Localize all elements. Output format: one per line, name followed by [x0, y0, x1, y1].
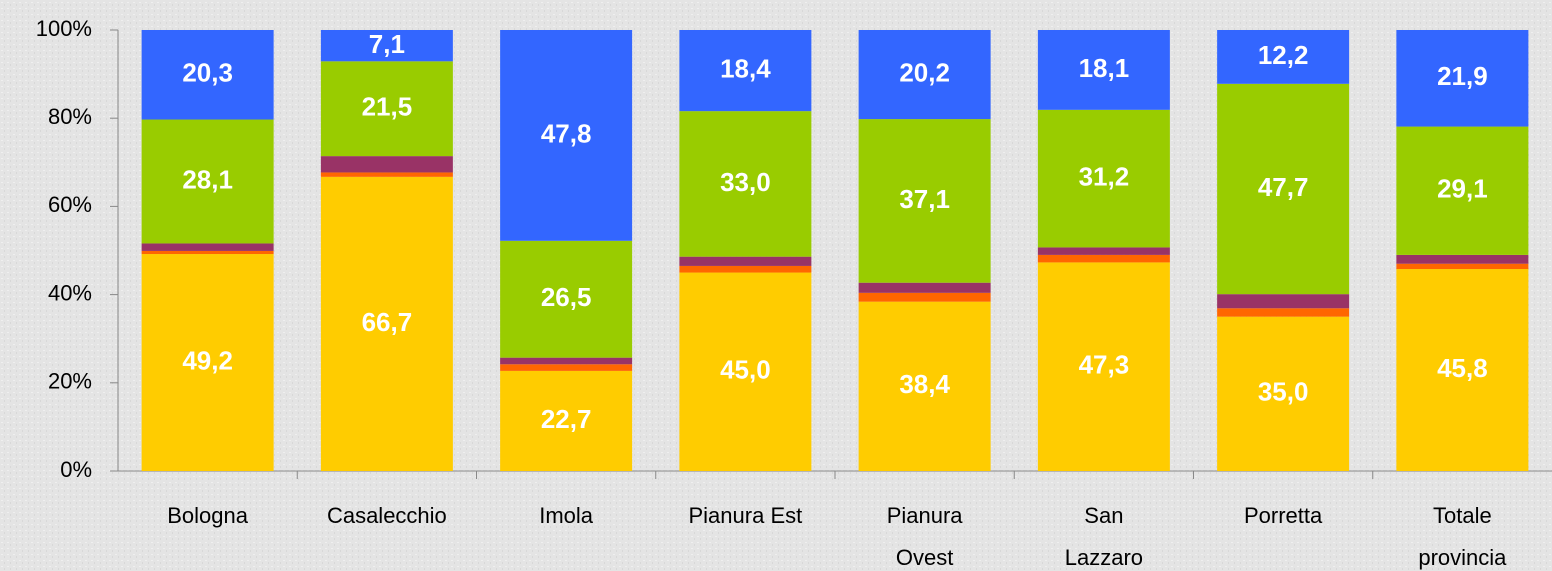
- bar-segment: [1396, 126, 1529, 255]
- bar-segment: [1037, 262, 1170, 471]
- bar-segment: [858, 292, 991, 302]
- value-label: 45,8: [1437, 353, 1488, 383]
- value-label: 47,7: [1258, 172, 1309, 202]
- y-tick-label: 60%: [48, 192, 92, 217]
- bar-segment: [1037, 254, 1170, 263]
- value-label: 22,7: [541, 404, 592, 434]
- bar-segment: [858, 301, 991, 471]
- bar-segment: [1396, 254, 1529, 264]
- bar-segment: [1396, 263, 1529, 270]
- bar-segment: [320, 61, 453, 157]
- x-tick-label: Pianura Ovest: [887, 503, 964, 570]
- bar-segment: [679, 111, 812, 257]
- bar-segment: [1217, 294, 1350, 309]
- bar-segment: [1037, 30, 1170, 110]
- y-tick-label: 0%: [60, 457, 92, 482]
- value-label: 47,8: [541, 118, 592, 148]
- bar-segment: [500, 370, 633, 471]
- x-tick-label: Totale provincia: [1418, 503, 1507, 570]
- y-tick-label: 100%: [36, 16, 92, 41]
- x-tick-label: Casalecchio: [327, 503, 447, 528]
- x-tick-label: San Lazzaro: [1065, 503, 1143, 570]
- bar-segment: [320, 156, 453, 173]
- x-tick-label: Bologna: [167, 503, 249, 528]
- value-label: 20,3: [182, 58, 233, 88]
- bar-segment: [858, 282, 991, 293]
- bar-segment: [1037, 109, 1170, 248]
- x-tick-label: Imola: [539, 503, 594, 528]
- value-label: 21,5: [362, 92, 413, 122]
- bar-segment: [679, 272, 812, 471]
- bar-segment: [320, 172, 453, 177]
- bar-segment: [1217, 83, 1350, 295]
- x-tick-label: Pianura Est: [689, 503, 803, 528]
- bar-segment: [858, 119, 991, 283]
- bar-segment: [1396, 30, 1529, 127]
- value-label: 33,0: [720, 167, 771, 197]
- value-label: 21,9: [1437, 61, 1488, 91]
- x-tick-label: Porretta: [1244, 503, 1323, 528]
- bar-segment: [1396, 269, 1529, 471]
- value-label: 66,7: [362, 307, 413, 337]
- value-label: 35,0: [1258, 377, 1309, 407]
- value-label: 7,1: [369, 29, 405, 59]
- value-label: 12,2: [1258, 40, 1309, 70]
- value-label: 26,5: [541, 282, 592, 312]
- bar-segment: [500, 357, 633, 365]
- bar-segment: [141, 254, 274, 471]
- bar-segment: [1217, 308, 1350, 317]
- bar-segment: [500, 240, 633, 358]
- bar-segment: [679, 30, 812, 112]
- bar-segment: [1037, 247, 1170, 255]
- value-label: 37,1: [899, 184, 950, 214]
- bar-segment: [320, 30, 453, 62]
- value-label: 28,1: [182, 164, 233, 194]
- value-label: 29,1: [1437, 174, 1488, 204]
- bar-segment: [500, 30, 633, 241]
- bar-segment: [858, 30, 991, 120]
- y-tick-label: 20%: [48, 369, 92, 394]
- bar-segment: [1217, 316, 1350, 471]
- bar-segment: [141, 243, 274, 251]
- value-label: 49,2: [182, 345, 233, 375]
- value-label: 18,1: [1079, 53, 1130, 83]
- value-label: 38,4: [899, 369, 950, 399]
- bar-segment: [1217, 30, 1350, 84]
- bar-segment: [141, 250, 274, 255]
- bar-segment: [320, 176, 453, 471]
- bar-segment: [679, 265, 812, 273]
- value-label: 45,0: [720, 355, 771, 385]
- value-label: 20,2: [899, 57, 950, 87]
- bar-segment: [141, 30, 274, 120]
- y-tick-label: 80%: [48, 104, 92, 129]
- bar-segment: [141, 119, 274, 244]
- bar-segment: [500, 364, 633, 371]
- value-label: 18,4: [720, 53, 771, 83]
- y-tick-label: 40%: [48, 280, 92, 305]
- bar-segment: [679, 256, 812, 266]
- value-label: 31,2: [1079, 161, 1130, 191]
- value-label: 47,3: [1079, 350, 1130, 380]
